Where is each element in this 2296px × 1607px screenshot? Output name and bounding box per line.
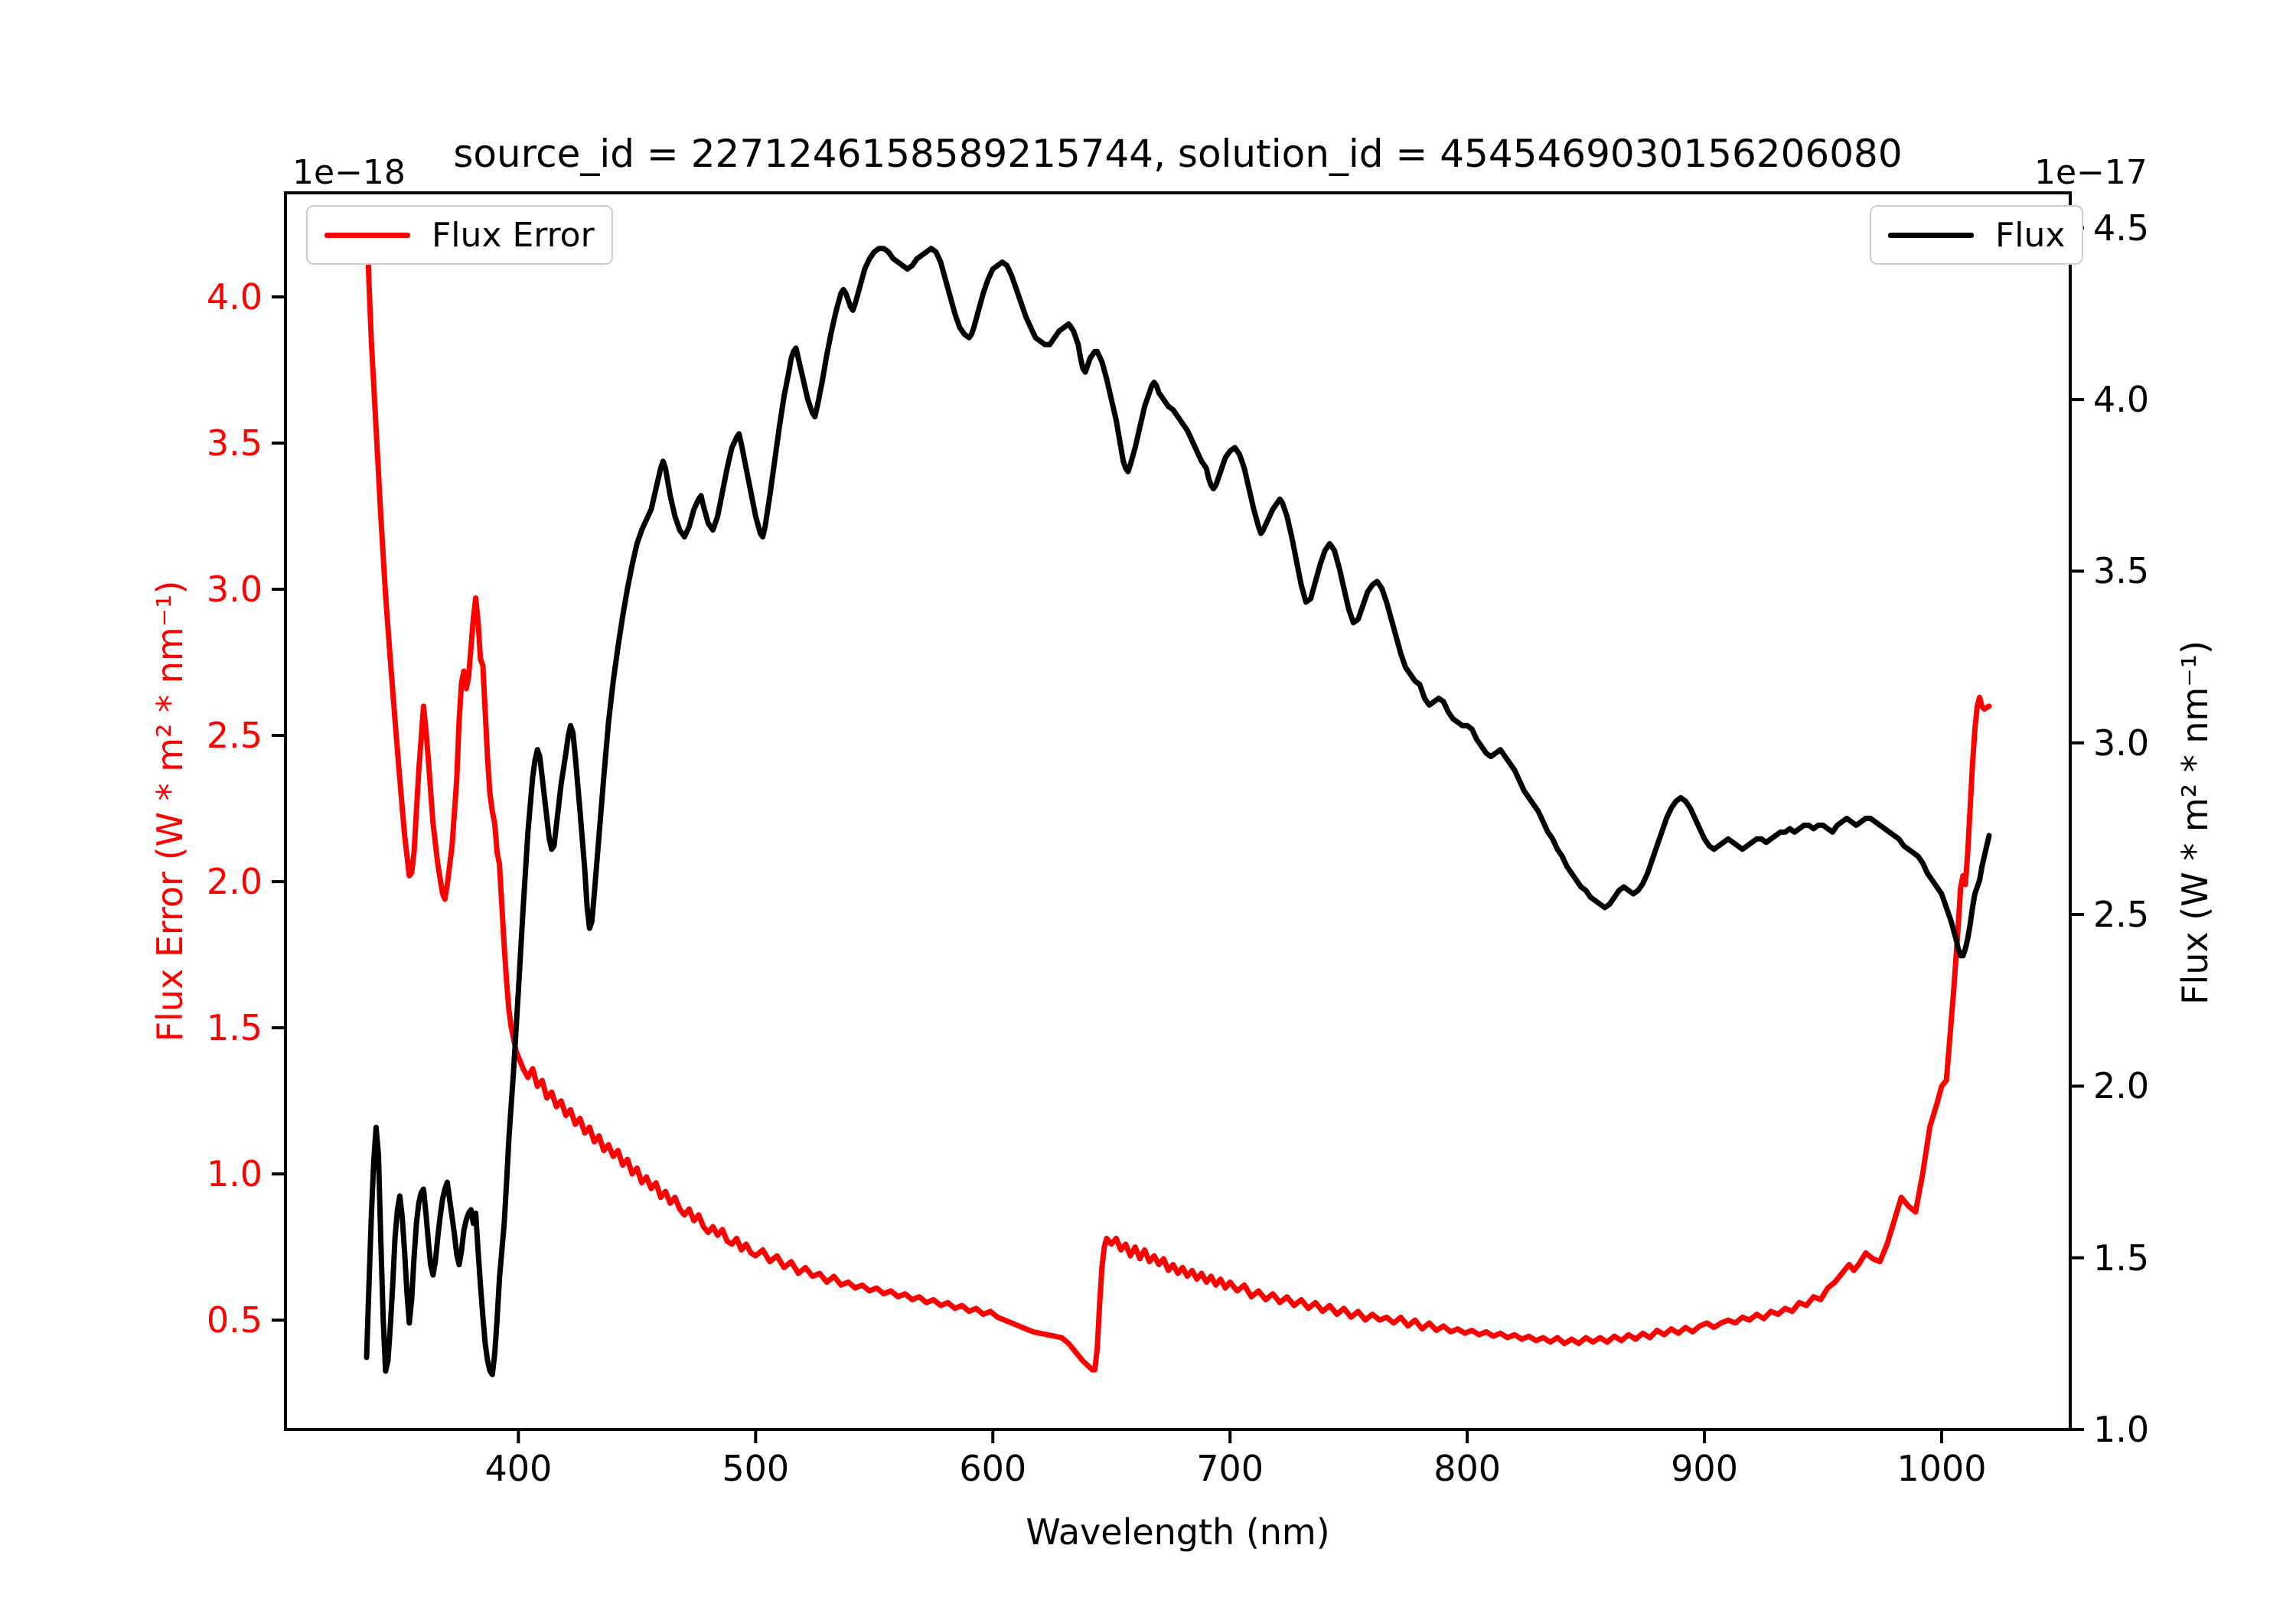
x-tick-label: 400 bbox=[484, 1448, 553, 1489]
x-tick-label: 1000 bbox=[1896, 1448, 1987, 1489]
left-tick-label: 0.5 bbox=[206, 1299, 263, 1341]
right-tick-label: 1.5 bbox=[2093, 1237, 2150, 1279]
data-series bbox=[364, 206, 1992, 1377]
right-y-axis-label: Flux (W * m² * nm⁻¹) bbox=[2174, 640, 2216, 1006]
x-tick-label: 500 bbox=[722, 1448, 790, 1489]
left-y-axis-label: Flux Error (W * m² * nm⁻¹) bbox=[149, 580, 191, 1042]
x-tick-label: 800 bbox=[1433, 1448, 1502, 1489]
x-axis-label: Wavelength (nm) bbox=[1026, 1511, 1330, 1553]
chart-title: source_id = 2271246158589215744, solutio… bbox=[453, 132, 1903, 176]
tick-marks bbox=[272, 226, 2084, 1443]
left-axis-offset-text: 1e−18 bbox=[292, 153, 406, 192]
legend-flux-error: Flux Error bbox=[306, 205, 613, 265]
flux-error-legend-label: Flux Error bbox=[432, 215, 595, 255]
right-tick-label: 1.0 bbox=[2093, 1409, 2150, 1450]
left-tick-label: 4.0 bbox=[206, 276, 263, 318]
right-tick-label: 2.0 bbox=[2093, 1065, 2150, 1107]
right-tick-label: 3.0 bbox=[2093, 722, 2150, 764]
right-tick-label: 4.0 bbox=[2093, 379, 2150, 421]
flux-legend-line-sample bbox=[1888, 232, 1974, 238]
flux-error-legend-line-sample bbox=[325, 232, 410, 238]
left-tick-label: 1.0 bbox=[206, 1153, 263, 1195]
series-flux-error-line bbox=[364, 206, 1992, 1373]
axes-spines bbox=[284, 191, 2072, 1431]
left-tick-label: 3.5 bbox=[206, 422, 263, 464]
series-flux-line bbox=[364, 246, 1992, 1377]
x-tick-label: 900 bbox=[1671, 1448, 1738, 1489]
right-tick-label: 3.5 bbox=[2093, 550, 2150, 592]
right-tick-label: 4.5 bbox=[2093, 207, 2150, 249]
x-tick-label: 700 bbox=[1196, 1448, 1264, 1489]
right-axis-offset-text: 1e−17 bbox=[2034, 153, 2148, 192]
left-tick-label: 3.0 bbox=[206, 569, 263, 611]
right-tick-label: 2.5 bbox=[2093, 894, 2150, 936]
left-tick-label: 2.5 bbox=[206, 715, 263, 757]
legend-flux: Flux bbox=[1870, 205, 2084, 265]
flux-legend-label: Flux bbox=[1995, 215, 2066, 255]
x-tick-label: 600 bbox=[959, 1448, 1027, 1489]
left-tick-label: 2.0 bbox=[206, 861, 263, 903]
left-tick-label: 1.5 bbox=[206, 1007, 263, 1049]
